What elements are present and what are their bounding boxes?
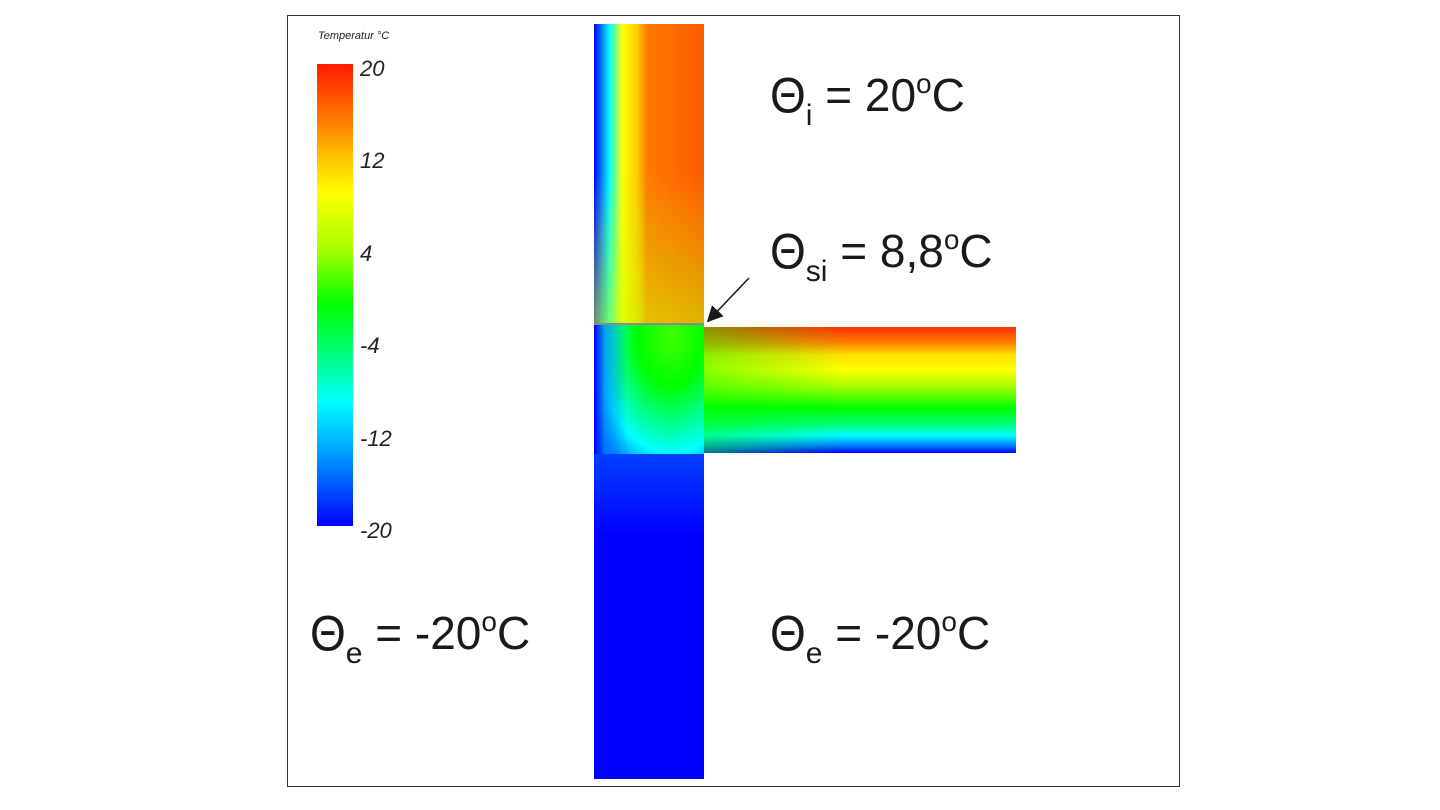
label-superscript: o	[941, 606, 957, 637]
junction-edge-overlay	[594, 324, 704, 454]
legend-title: Temperatur °C	[318, 30, 390, 42]
theta-symbol: Θ	[770, 66, 806, 124]
label-value: = 8,8	[827, 225, 944, 277]
label-value: = -20	[822, 607, 942, 659]
label-unit: C	[956, 607, 991, 659]
upper-wall-gradient-overlay	[594, 24, 704, 324]
pointer-arrow	[706, 277, 750, 323]
legend-tick: 4	[360, 241, 373, 266]
label-superscript: o	[916, 68, 932, 99]
surface-temperature-label: Θsi = 8,8oC	[770, 222, 993, 289]
label-unit: C	[959, 225, 993, 277]
legend-tick: 12	[360, 148, 385, 173]
diagram-frame: Temperatur °C 20 12 4 -4 -12 -20 Θi = 20…	[287, 15, 1180, 787]
legend-tick: -20	[360, 518, 392, 543]
label-unit: C	[496, 607, 531, 659]
floor-slab-section	[704, 327, 1016, 453]
label-superscript: o	[943, 224, 960, 255]
label-subscript: e	[805, 637, 823, 670]
label-subscript: i	[805, 99, 813, 132]
exterior-temperature-label-left: Θe = -20oC	[310, 604, 531, 671]
legend-tick: 20	[360, 56, 385, 81]
joint-line	[594, 323, 704, 325]
label-value: = 20	[812, 69, 917, 121]
exterior-temperature-label-right: Θe = -20oC	[770, 604, 991, 671]
legend-tick: -12	[360, 426, 392, 451]
label-superscript: o	[481, 606, 497, 637]
lower-wall-section	[594, 454, 704, 779]
interior-temperature-label: Θi = 20oC	[770, 66, 965, 133]
floor-slab-gradient-overlay	[704, 327, 1016, 453]
label-unit: C	[931, 69, 965, 121]
theta-symbol: Θ	[770, 222, 806, 280]
label-subscript: e	[345, 637, 363, 670]
theta-symbol: Θ	[770, 604, 806, 662]
label-subscript: si	[805, 255, 828, 288]
theta-symbol: Θ	[310, 604, 346, 662]
label-value: = -20	[362, 607, 482, 659]
legend-color-bar	[317, 64, 353, 526]
legend-tick: -4	[360, 333, 380, 358]
